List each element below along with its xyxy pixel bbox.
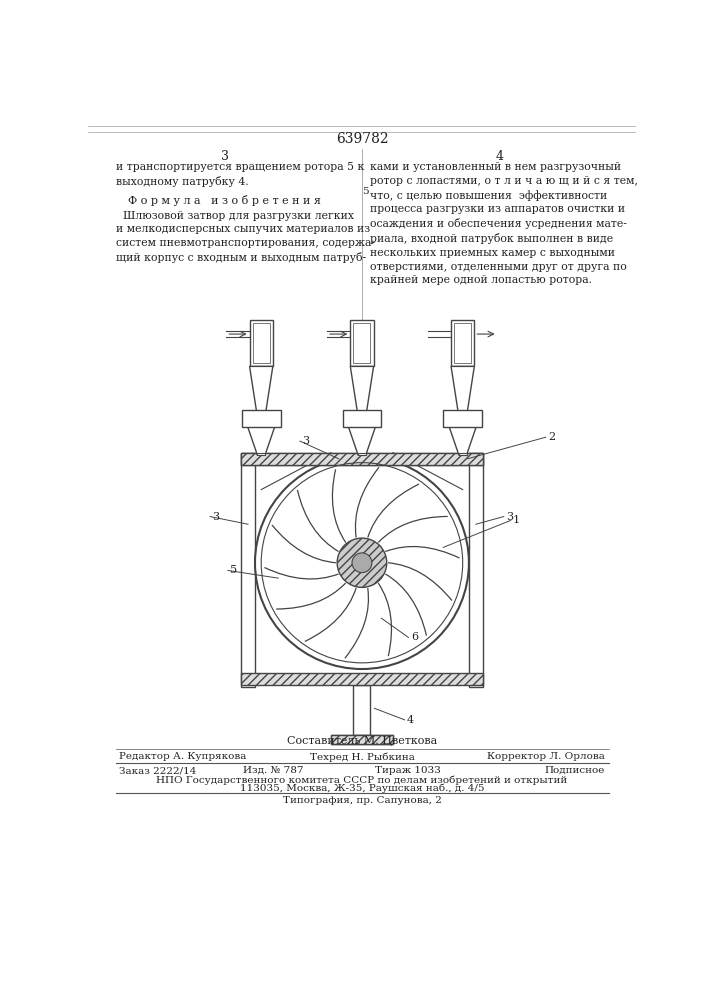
- Circle shape: [352, 553, 372, 573]
- Text: Подписное: Подписное: [545, 766, 605, 775]
- Circle shape: [337, 538, 387, 587]
- Text: 5: 5: [363, 187, 369, 196]
- Bar: [257, 453, 265, 455]
- Text: Изд. № 787: Изд. № 787: [243, 766, 304, 775]
- Bar: [469, 453, 483, 687]
- Bar: [331, 735, 393, 744]
- Text: Ф о р м у л а   и з о б р е т е н и я: Ф о р м у л а и з о б р е т е н и я: [127, 195, 320, 206]
- Text: 3: 3: [212, 512, 219, 522]
- Text: 1: 1: [513, 515, 520, 525]
- Bar: [343, 410, 381, 427]
- Polygon shape: [345, 416, 379, 455]
- Text: 113035, Москва, Ж-35, Раушская наб., д. 4/5: 113035, Москва, Ж-35, Раушская наб., д. …: [240, 784, 484, 793]
- Bar: [459, 453, 467, 455]
- Text: Составитель М. Цветкова: Составитель М. Цветкова: [287, 736, 437, 746]
- Bar: [351, 320, 373, 366]
- Text: 4: 4: [495, 150, 503, 163]
- Text: 3: 3: [221, 150, 229, 163]
- Bar: [331, 735, 393, 744]
- Polygon shape: [451, 366, 474, 416]
- Text: 3: 3: [303, 436, 310, 446]
- Text: Заказ 2222/14: Заказ 2222/14: [119, 766, 197, 775]
- Bar: [252, 323, 270, 363]
- Text: Техред Н. Рыбкина: Техред Н. Рыбкина: [310, 752, 414, 762]
- Bar: [451, 320, 474, 366]
- Text: 2: 2: [548, 432, 555, 442]
- Text: Корректор Л. Орлова: Корректор Л. Орлова: [487, 752, 605, 761]
- Text: Шлюзовой затвор для разгрузки легких
и мелкодисперсных сыпучих материалов из
сис: Шлюзовой затвор для разгрузки легких и м…: [115, 211, 375, 263]
- Bar: [354, 323, 370, 363]
- Text: и транспортируется вращением ротора 5 к
выходному патрубку 4.: и транспортируется вращением ротора 5 к …: [115, 162, 364, 187]
- Text: 5: 5: [230, 565, 238, 575]
- Polygon shape: [250, 366, 273, 416]
- Bar: [241, 453, 483, 465]
- Text: 6: 6: [411, 632, 418, 642]
- Polygon shape: [445, 416, 480, 455]
- Text: 3: 3: [506, 512, 513, 522]
- Text: ками и установленный в нем разгрузочный
ротор с лопастями, о т л и ч а ю щ и й с: ками и установленный в нем разгрузочный …: [370, 162, 638, 285]
- Text: Типография, пр. Сапунова, 2: Типография, пр. Сапунова, 2: [283, 796, 441, 805]
- Bar: [250, 320, 273, 366]
- Bar: [443, 410, 482, 427]
- Bar: [241, 453, 255, 687]
- Bar: [241, 453, 483, 465]
- Bar: [354, 685, 370, 735]
- Text: 4: 4: [407, 715, 414, 725]
- Circle shape: [255, 456, 469, 669]
- Bar: [358, 453, 366, 455]
- Text: 639782: 639782: [336, 132, 388, 146]
- Polygon shape: [351, 366, 373, 416]
- Polygon shape: [244, 416, 279, 455]
- Bar: [241, 673, 483, 685]
- Bar: [454, 323, 472, 363]
- Text: Редактор А. Купрякова: Редактор А. Купрякова: [119, 752, 247, 761]
- Text: Тираж 1033: Тираж 1033: [375, 766, 441, 775]
- Text: НПО Государственного комитета СССР по делам изобретений и открытий: НПО Государственного комитета СССР по де…: [156, 775, 568, 785]
- Bar: [242, 410, 281, 427]
